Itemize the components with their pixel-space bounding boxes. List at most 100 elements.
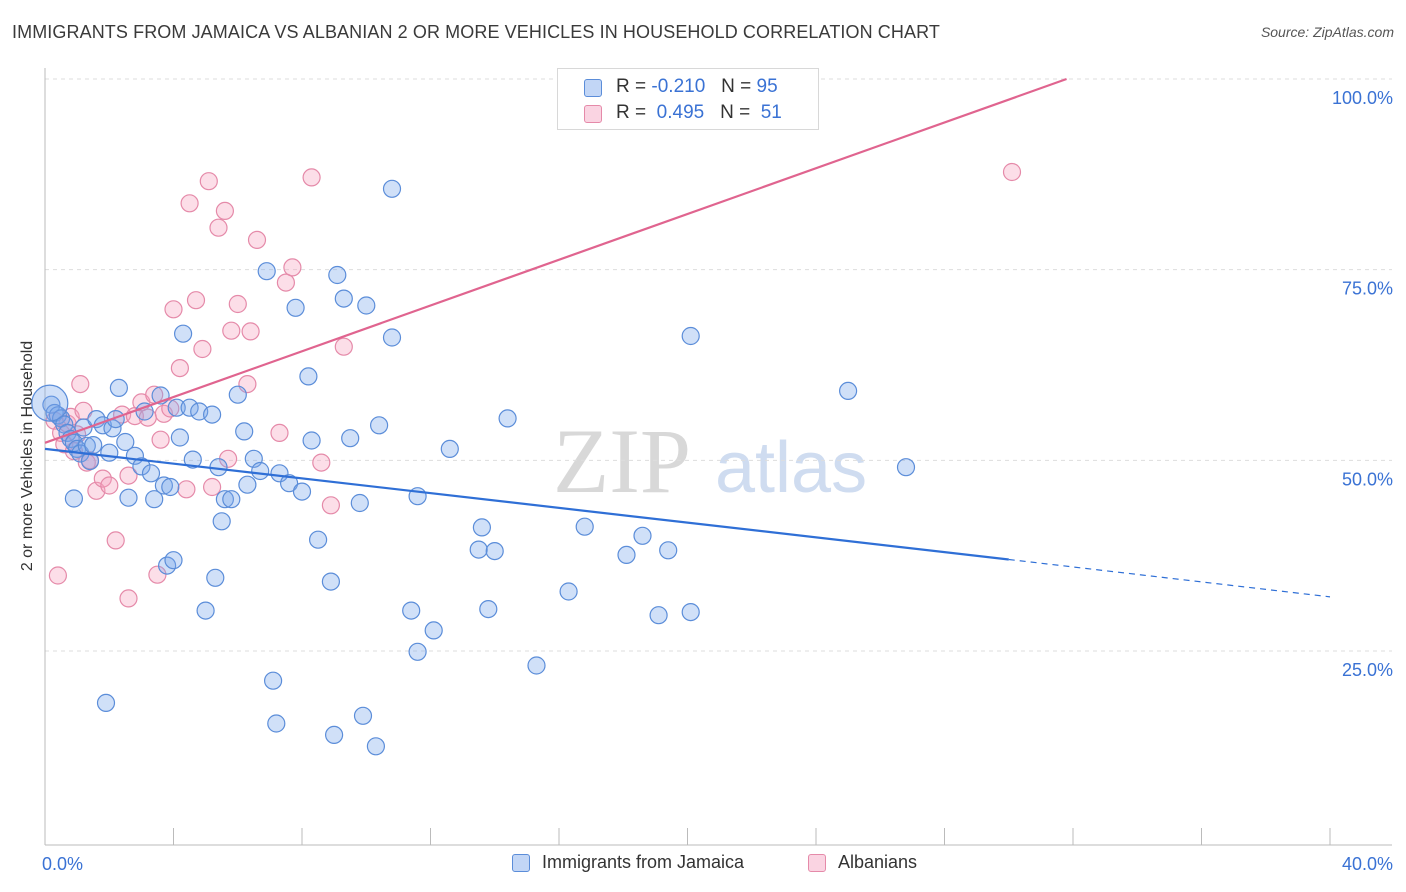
point-jamaica[interactable] [321, 572, 340, 591]
point-jamaica[interactable] [334, 289, 353, 308]
point-jamaica[interactable] [222, 490, 241, 509]
point-albanians[interactable] [312, 453, 331, 472]
point-jamaica[interactable] [238, 475, 257, 494]
point-jamaica[interactable] [116, 432, 135, 452]
point-jamaica[interactable] [382, 328, 402, 347]
point-jamaica[interactable] [164, 551, 183, 570]
point-jamaica[interactable] [350, 493, 369, 513]
point-albanians[interactable] [186, 291, 206, 310]
point-jamaica[interactable] [170, 428, 189, 447]
point-jamaica[interactable] [292, 482, 312, 501]
point-jamaica[interactable] [84, 436, 103, 455]
point-jamaica[interactable] [838, 381, 858, 400]
point-albanians[interactable] [119, 589, 138, 608]
point-albanians[interactable] [164, 300, 183, 319]
point-jamaica[interactable] [64, 489, 84, 508]
point-jamaica[interactable] [649, 606, 668, 625]
point-jamaica[interactable] [896, 458, 916, 477]
point-jamaica[interactable] [154, 476, 173, 495]
point-jamaica[interactable] [659, 541, 678, 560]
point-jamaica[interactable] [382, 179, 402, 198]
point-jamaica[interactable] [257, 262, 276, 281]
point-jamaica[interactable] [469, 540, 488, 559]
point-jamaica[interactable] [174, 324, 193, 343]
point-jamaica[interactable] [267, 714, 286, 733]
point-jamaica[interactable] [183, 450, 202, 469]
point-albanians[interactable] [151, 430, 170, 449]
point-jamaica[interactable] [370, 416, 389, 435]
point-albanians[interactable] [193, 339, 212, 359]
point-jamaica[interactable] [357, 296, 376, 315]
point-albanians[interactable] [241, 322, 260, 341]
point-jamaica[interactable] [341, 429, 360, 448]
point-jamaica[interactable] [485, 541, 504, 561]
point-jamaica[interactable] [235, 422, 254, 441]
point-jamaica[interactable] [180, 398, 199, 417]
point-jamaica[interactable] [286, 298, 305, 317]
point-jamaica[interactable] [119, 488, 138, 507]
point-jamaica[interactable] [402, 601, 421, 620]
point-jamaica[interactable] [633, 526, 652, 545]
point-albanians[interactable] [148, 565, 167, 584]
point-albanians[interactable] [215, 201, 234, 220]
point-albanians[interactable] [276, 273, 295, 292]
point-albanians[interactable] [1002, 162, 1022, 182]
point-jamaica[interactable] [617, 545, 636, 565]
point-albanians[interactable] [247, 230, 267, 249]
point-albanians[interactable] [334, 337, 353, 356]
point-jamaica[interactable] [203, 405, 222, 424]
point-albanians[interactable] [199, 172, 218, 191]
point-jamaica[interactable] [167, 398, 186, 417]
point-jamaica[interactable] [109, 378, 129, 397]
point-albanians[interactable] [283, 258, 302, 277]
point-jamaica[interactable] [132, 457, 151, 476]
point-albanians[interactable] [302, 168, 321, 187]
point-jamaica[interactable] [328, 265, 347, 285]
point-jamaica[interactable] [161, 477, 180, 497]
point-jamaica[interactable] [681, 326, 700, 346]
point-jamaica[interactable] [299, 367, 318, 386]
point-jamaica[interactable] [280, 474, 299, 493]
point-jamaica[interactable] [270, 464, 289, 483]
point-jamaica[interactable] [309, 530, 328, 549]
point-albanians[interactable] [180, 194, 199, 213]
point-jamaica[interactable] [424, 621, 443, 640]
point-albanians[interactable] [106, 531, 125, 550]
point-jamaica[interactable] [302, 431, 321, 450]
point-albanians[interactable] [48, 566, 68, 585]
point-jamaica[interactable] [527, 656, 546, 675]
point-albanians[interactable] [209, 218, 228, 237]
point-jamaica[interactable] [472, 518, 491, 537]
point-jamaica[interactable] [31, 384, 69, 422]
point-jamaica[interactable] [366, 737, 385, 756]
point-jamaica[interactable] [559, 582, 578, 601]
point-albanians[interactable] [270, 423, 289, 442]
point-jamaica[interactable] [196, 601, 215, 620]
point-albanians[interactable] [93, 469, 112, 488]
point-albanians[interactable] [119, 466, 138, 485]
point-jamaica[interactable] [325, 725, 344, 745]
point-albanians[interactable] [170, 359, 189, 378]
point-jamaica[interactable] [212, 512, 231, 531]
point-albanians[interactable] [161, 399, 180, 418]
point-jamaica[interactable] [215, 490, 234, 509]
point-jamaica[interactable] [440, 439, 459, 458]
point-albanians[interactable] [321, 496, 340, 515]
point-jamaica[interactable] [48, 406, 68, 425]
point-albanians[interactable] [203, 477, 222, 497]
point-jamaica[interactable] [145, 490, 164, 509]
point-jamaica[interactable] [575, 517, 594, 536]
point-jamaica[interactable] [681, 602, 700, 622]
point-jamaica[interactable] [479, 599, 498, 619]
point-jamaica[interactable] [106, 410, 125, 429]
point-jamaica[interactable] [96, 693, 116, 713]
point-jamaica[interactable] [498, 409, 517, 428]
point-jamaica[interactable] [228, 385, 247, 404]
point-jamaica[interactable] [251, 461, 270, 481]
point-jamaica[interactable] [100, 443, 119, 462]
point-albanians[interactable] [71, 375, 90, 394]
point-albanians[interactable] [228, 294, 247, 314]
point-jamaica[interactable] [264, 671, 283, 690]
point-albanians[interactable] [222, 321, 241, 340]
point-jamaica[interactable] [353, 706, 373, 725]
